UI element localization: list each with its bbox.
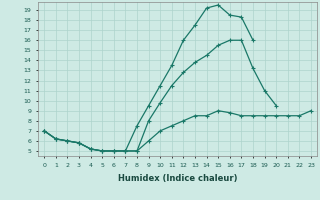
X-axis label: Humidex (Indice chaleur): Humidex (Indice chaleur)	[118, 174, 237, 183]
